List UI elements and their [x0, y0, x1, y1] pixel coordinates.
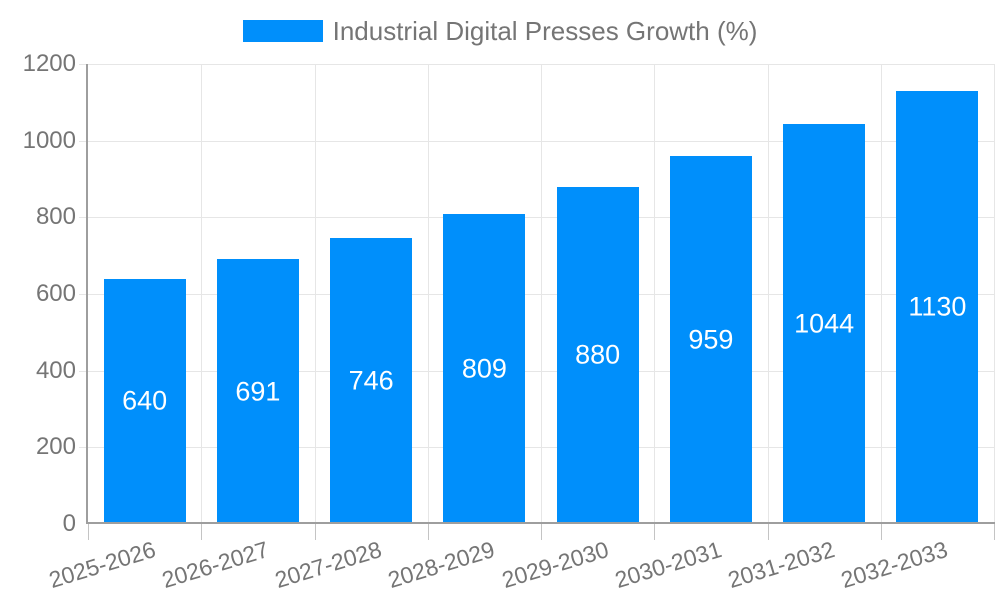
x-tick-label: 2028-2029 [385, 536, 498, 594]
bar[interactable]: 880 [556, 186, 639, 524]
h-gridline [79, 370, 994, 372]
x-tick-label: 2025-2026 [45, 536, 159, 594]
x-tick-mark [88, 524, 89, 540]
x-tick-mark [994, 524, 995, 540]
value-label: 691 [235, 376, 281, 407]
value-label: 880 [575, 339, 621, 370]
x-tick-mark [314, 524, 316, 540]
value-label: 809 [461, 353, 507, 384]
x-tick-mark [654, 524, 656, 540]
x-tick-mark [427, 524, 429, 540]
bar[interactable]: 640 [103, 278, 186, 524]
h-gridline [79, 447, 994, 449]
bar[interactable]: 1130 [896, 90, 979, 524]
h-gridline [79, 64, 994, 65]
h-gridline [79, 217, 994, 219]
legend-label: Industrial Digital Presses Growth (%) [332, 15, 758, 46]
bar[interactable]: 1044 [783, 123, 866, 524]
x-tick-label: 2029-2030 [498, 536, 612, 594]
value-label: 1044 [794, 308, 855, 339]
y-tick-label: 800 [35, 203, 76, 231]
v-gridline [541, 64, 542, 524]
h-gridline [79, 294, 994, 295]
v-gridline [654, 64, 656, 524]
x-tick-label: 2027-2028 [271, 536, 385, 594]
h-gridline [79, 140, 994, 142]
bar[interactable]: 809 [443, 213, 526, 524]
bar[interactable]: 746 [330, 238, 413, 524]
x-tick-mark [201, 524, 203, 540]
v-gridline [427, 64, 429, 524]
x-tick-mark [541, 524, 542, 540]
y-axis-line [86, 64, 88, 524]
v-gridline [767, 64, 769, 524]
y-tick-label: 0 [62, 510, 76, 537]
bar[interactable]: 691 [216, 259, 299, 524]
value-label: 746 [348, 365, 394, 396]
y-tick-label: 200 [35, 433, 76, 461]
x-tick-mark [880, 524, 882, 540]
value-label: 959 [688, 324, 734, 355]
y-tick-label: 600 [35, 280, 76, 307]
x-axis-line [86, 522, 995, 524]
x-tick-label: 2032-2033 [838, 536, 951, 594]
v-gridline [314, 64, 316, 524]
value-label: 640 [122, 385, 168, 416]
x-tick-label: 2026-2027 [158, 536, 272, 594]
y-tick-label: 1200 [22, 50, 76, 77]
value-label: 1130 [908, 291, 967, 322]
legend-item[interactable]: Industrial Digital Presses Growth (%) [0, 16, 1000, 46]
v-gridline [880, 64, 882, 524]
y-tick-label: 1000 [22, 126, 76, 154]
bar[interactable]: 959 [669, 156, 752, 524]
x-tick-mark [767, 524, 769, 540]
legend-swatch [242, 20, 323, 42]
v-gridline [994, 64, 995, 524]
x-tick-label: 2031-2032 [724, 536, 838, 594]
v-gridline [201, 64, 203, 524]
y-tick-label: 400 [35, 356, 76, 384]
x-tick-label: 2030-2031 [611, 536, 725, 594]
